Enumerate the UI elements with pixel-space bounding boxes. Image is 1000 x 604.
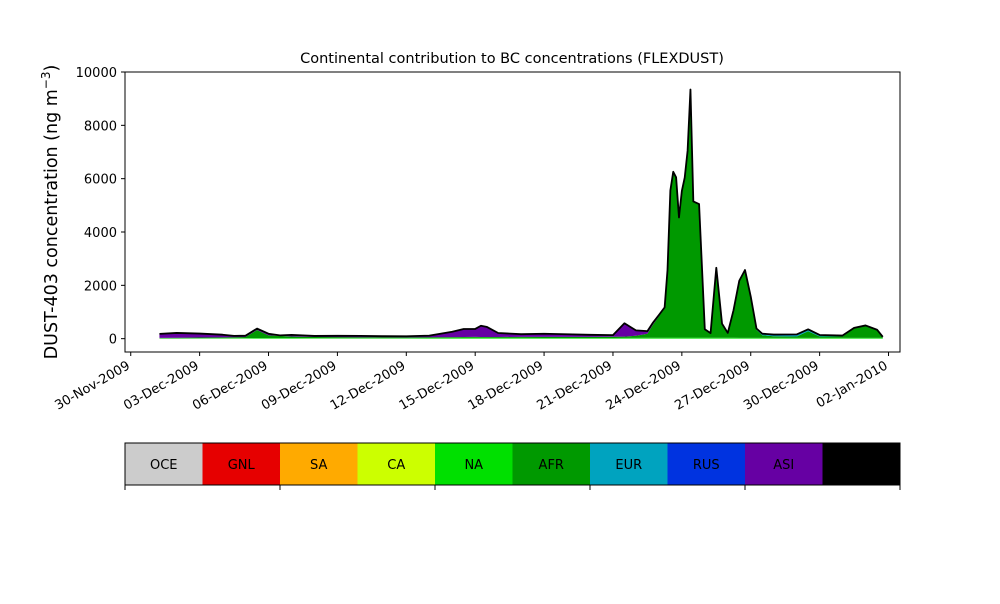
legend-label-ca: CA	[387, 458, 405, 473]
legend-swatch-afr	[512, 443, 591, 485]
legend-label-aus: AUS	[848, 458, 875, 473]
legend-swatch-ca	[357, 443, 436, 485]
legend-label-na: NA	[464, 458, 483, 473]
area-asi	[159, 89, 883, 338]
legend: OCE GNL SA CA NA AFR EUR RUS ASI AUS	[124, 442, 901, 490]
x-tick-label: 06-Dec-2009	[190, 358, 270, 413]
y-tick-label: 10000	[76, 66, 117, 81]
area-na	[159, 337, 883, 339]
x-tick-label: 15-Dec-2009	[397, 358, 477, 413]
legend-swatch-aus	[822, 443, 901, 485]
y-axis-label-exponent: −3	[39, 71, 53, 89]
x-tick-label: 12-Dec-2009	[328, 358, 408, 413]
chart-title: Continental contribution to BC concentra…	[300, 51, 724, 67]
legend-swatch-rus	[667, 443, 746, 485]
legend-swatch-asi	[745, 443, 823, 485]
total-line	[159, 88, 884, 338]
x-tick-label: 30-Nov-2009	[52, 358, 132, 413]
legend-swatch-oce	[125, 443, 203, 485]
legend-label-eur: EUR	[615, 458, 642, 473]
y-tick-label: 4000	[84, 226, 117, 241]
y-tick-label: 0	[109, 333, 117, 348]
legend-swatch-eur	[590, 443, 668, 485]
area-afr	[159, 89, 883, 339]
x-tick-label: 18-Dec-2009	[466, 358, 546, 413]
legend-swatch-sa	[280, 443, 358, 485]
legend-frame	[124, 442, 901, 486]
plot-frame	[124, 71, 901, 353]
legend-label-asi: ASI	[773, 458, 794, 473]
y-axis-label-main: DUST-403 concentration (ng m	[42, 89, 62, 359]
x-tick-label: 27-Dec-2009	[672, 358, 752, 413]
y-axis-label-close: )	[42, 65, 62, 72]
y-axis-label: DUST-403 concentration (ng m−3)	[39, 65, 62, 360]
x-tick-label: 02-Jan-2010	[814, 358, 891, 411]
x-tick-label: 21-Dec-2009	[535, 358, 615, 413]
legend-swatch-gnl	[202, 443, 281, 485]
area-rus	[159, 89, 883, 337]
area-eur	[159, 89, 883, 337]
y-tick-label: 8000	[84, 119, 117, 134]
legend-label-rus: RUS	[693, 458, 720, 473]
legend-swatch-na	[435, 443, 513, 485]
legend-label-gnl: GNL	[228, 458, 256, 473]
x-tick-label: 30-Dec-2009	[741, 358, 821, 413]
x-axis: 30-Nov-200903-Dec-200906-Dec-200909-Dec-…	[52, 352, 891, 414]
y-tick-label: 2000	[84, 279, 117, 294]
x-tick-label: 24-Dec-2009	[603, 358, 683, 413]
legend-label-sa: SA	[310, 458, 327, 473]
x-tick-label: 09-Dec-2009	[259, 358, 339, 413]
legend-label-oce: OCE	[150, 458, 178, 473]
plot-area	[159, 88, 884, 339]
y-tick-label: 6000	[84, 173, 117, 188]
area-aus	[159, 89, 883, 337]
y-axis: 0 2000 4000 6000 8000 10000	[76, 66, 125, 348]
legend-label-afr: AFR	[539, 458, 564, 473]
x-tick-label: 03-Dec-2009	[121, 358, 201, 413]
